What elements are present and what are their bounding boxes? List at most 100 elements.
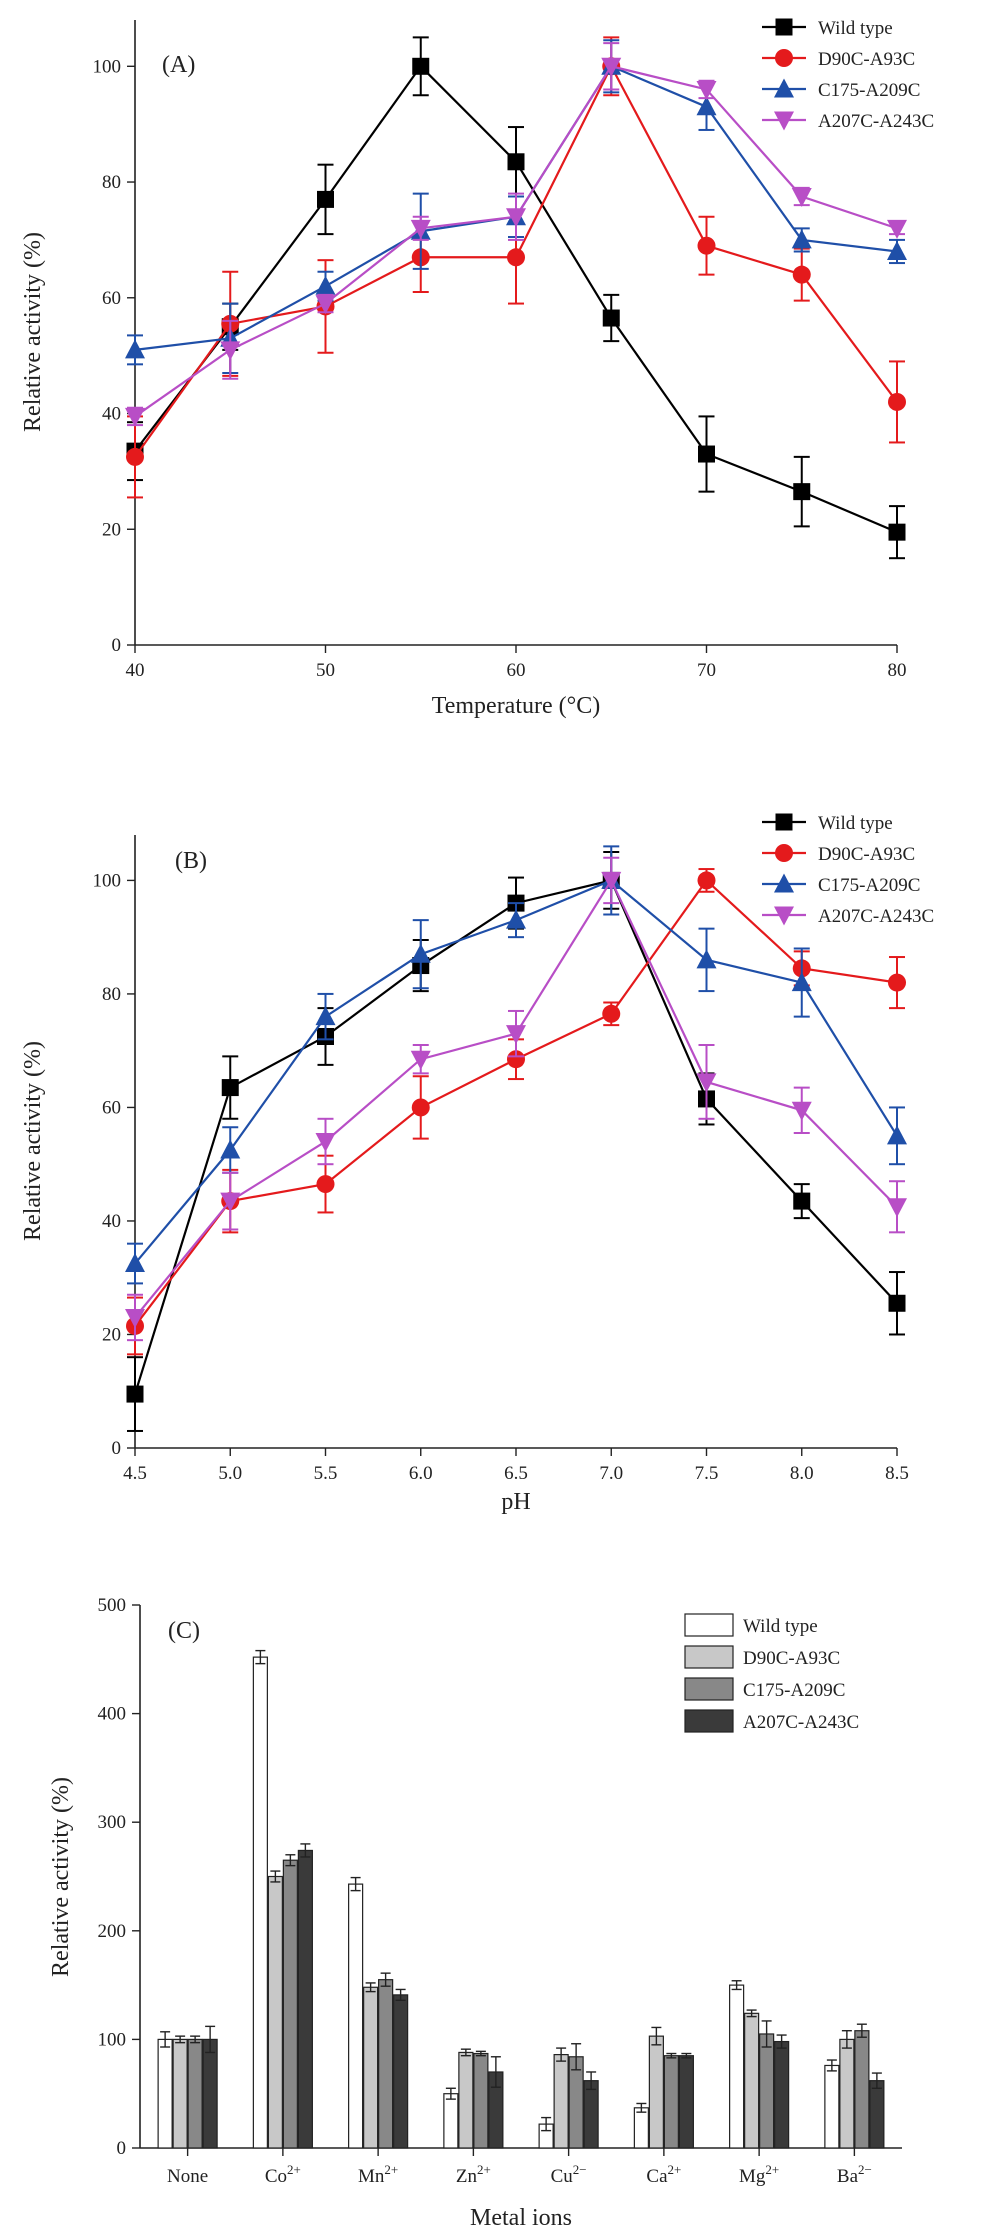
legend-marker	[774, 111, 794, 131]
data-point	[220, 1192, 241, 1212]
y-tick-label: 100	[98, 2029, 127, 2050]
data-point	[506, 909, 526, 929]
legend: Wild type D90C-A93C C175-A209C A207C-A243C	[762, 813, 934, 927]
series-a207c-a243c	[125, 856, 907, 1342]
legend-label: D90C-A93C	[743, 1648, 840, 1669]
y-tick-label: 60	[102, 288, 121, 309]
x-tick-label-charge: 2−	[573, 2162, 587, 2177]
bar	[187, 2038, 203, 2149]
data-point	[887, 240, 907, 260]
data-point	[506, 1025, 526, 1045]
series-line	[134, 878, 898, 1327]
bar	[348, 1883, 364, 2149]
x-axis-label: Metal ions	[470, 2205, 572, 2231]
bar	[678, 2055, 694, 2149]
data-point	[221, 1079, 239, 1097]
data-point	[315, 1133, 336, 1152]
legend-label: A207C-A243C	[818, 111, 934, 132]
data-point	[125, 1308, 145, 1328]
bar	[648, 2035, 664, 2149]
data-point	[317, 190, 334, 208]
x-tick-label-charge: 2−	[858, 2162, 872, 2177]
y-tick-label: 40	[102, 1211, 121, 1232]
legend-label: D90C-A93C	[818, 844, 915, 865]
data-point	[220, 1139, 241, 1159]
x-tick-label: 60	[507, 660, 526, 681]
data-point	[125, 339, 145, 359]
y-tick-label: 20	[102, 1324, 121, 1345]
y-tick-label: 80	[102, 984, 121, 1005]
legend-swatch	[684, 1709, 734, 1733]
bar	[393, 1994, 409, 2149]
bar	[172, 2038, 188, 2149]
legend-marker	[774, 906, 794, 926]
legend: Wild type D90C-A93C C175-A209C A207C-A243C	[762, 18, 934, 132]
data-point	[411, 1098, 430, 1117]
x-tick-label: 80	[888, 660, 907, 681]
bar	[473, 2052, 489, 2149]
data-point	[792, 265, 811, 284]
data-point	[410, 219, 431, 239]
data-point	[793, 483, 811, 501]
bar	[267, 1875, 283, 2149]
legend-label: C175-A209C	[818, 875, 920, 896]
y-tick-label: 400	[98, 1704, 127, 1725]
x-tick-label: Zn2+	[456, 2162, 491, 2187]
legend-marker	[774, 873, 794, 893]
bar	[202, 2038, 218, 2149]
x-tick-label: Co2+	[265, 2162, 301, 2187]
chart-a: 0 20 40 60 80 100 40 50 60 70 80 Wild type D90C-A93C…	[20, 18, 934, 719]
data-point	[125, 407, 145, 427]
data-point	[888, 523, 906, 541]
data-point	[126, 447, 144, 466]
series-line	[134, 878, 898, 1319]
y-tick-label: 60	[102, 1097, 121, 1118]
series-wild-type	[126, 851, 906, 1432]
bar	[824, 2064, 840, 2149]
y-tick-label: 0	[112, 635, 122, 656]
legend-label: A207C-A243C	[743, 1712, 859, 1733]
data-point	[507, 153, 525, 171]
data-point	[697, 236, 716, 255]
bar	[869, 2080, 885, 2149]
data-point	[315, 275, 336, 295]
x-tick-label: Ba2−	[837, 2162, 872, 2187]
data-point	[316, 1175, 335, 1194]
x-tick-label: 5.5	[314, 1463, 338, 1484]
data-point	[410, 1050, 431, 1070]
x-tick-label: Ca2+	[646, 2162, 681, 2187]
y-tick-label: 40	[102, 404, 121, 425]
data-point	[887, 1125, 907, 1145]
x-tick-label: 7.0	[599, 1463, 623, 1484]
y-axis-label: Relative activity (%)	[20, 232, 46, 432]
x-tick-label-base: None	[167, 2166, 208, 2187]
x-tick-label: Mg2+	[739, 2162, 779, 2187]
bar	[759, 2033, 775, 2149]
series-a207c-a243c	[125, 42, 907, 427]
y-tick-label: 100	[93, 56, 122, 77]
x-axis-label: Temperature (°C)	[432, 693, 601, 719]
y-tick-label: 0	[117, 2138, 127, 2159]
x-axis-label: pH	[501, 1489, 530, 1515]
x-tick-label-charge: 2+	[765, 2162, 779, 2177]
x-tick-label: 8.5	[885, 1463, 909, 1484]
legend-label: D90C-A93C	[818, 49, 915, 70]
bar	[839, 2038, 855, 2149]
legend-label: Wild type	[818, 813, 893, 834]
bar	[774, 2040, 790, 2149]
x-tick-label: 6.0	[409, 1463, 433, 1484]
data-point	[696, 96, 717, 116]
x-tick-label: 8.0	[790, 1463, 814, 1484]
data-point	[697, 871, 716, 890]
data-point	[887, 219, 907, 239]
data-point	[888, 973, 906, 992]
x-tick-label-charge: 2+	[668, 2162, 682, 2177]
data-point	[412, 57, 430, 75]
bar	[633, 2107, 649, 2149]
data-point	[507, 1050, 525, 1069]
data-point	[507, 248, 525, 267]
legend-marker	[775, 844, 793, 862]
data-point	[696, 949, 717, 969]
x-tick-label: 50	[316, 660, 335, 681]
